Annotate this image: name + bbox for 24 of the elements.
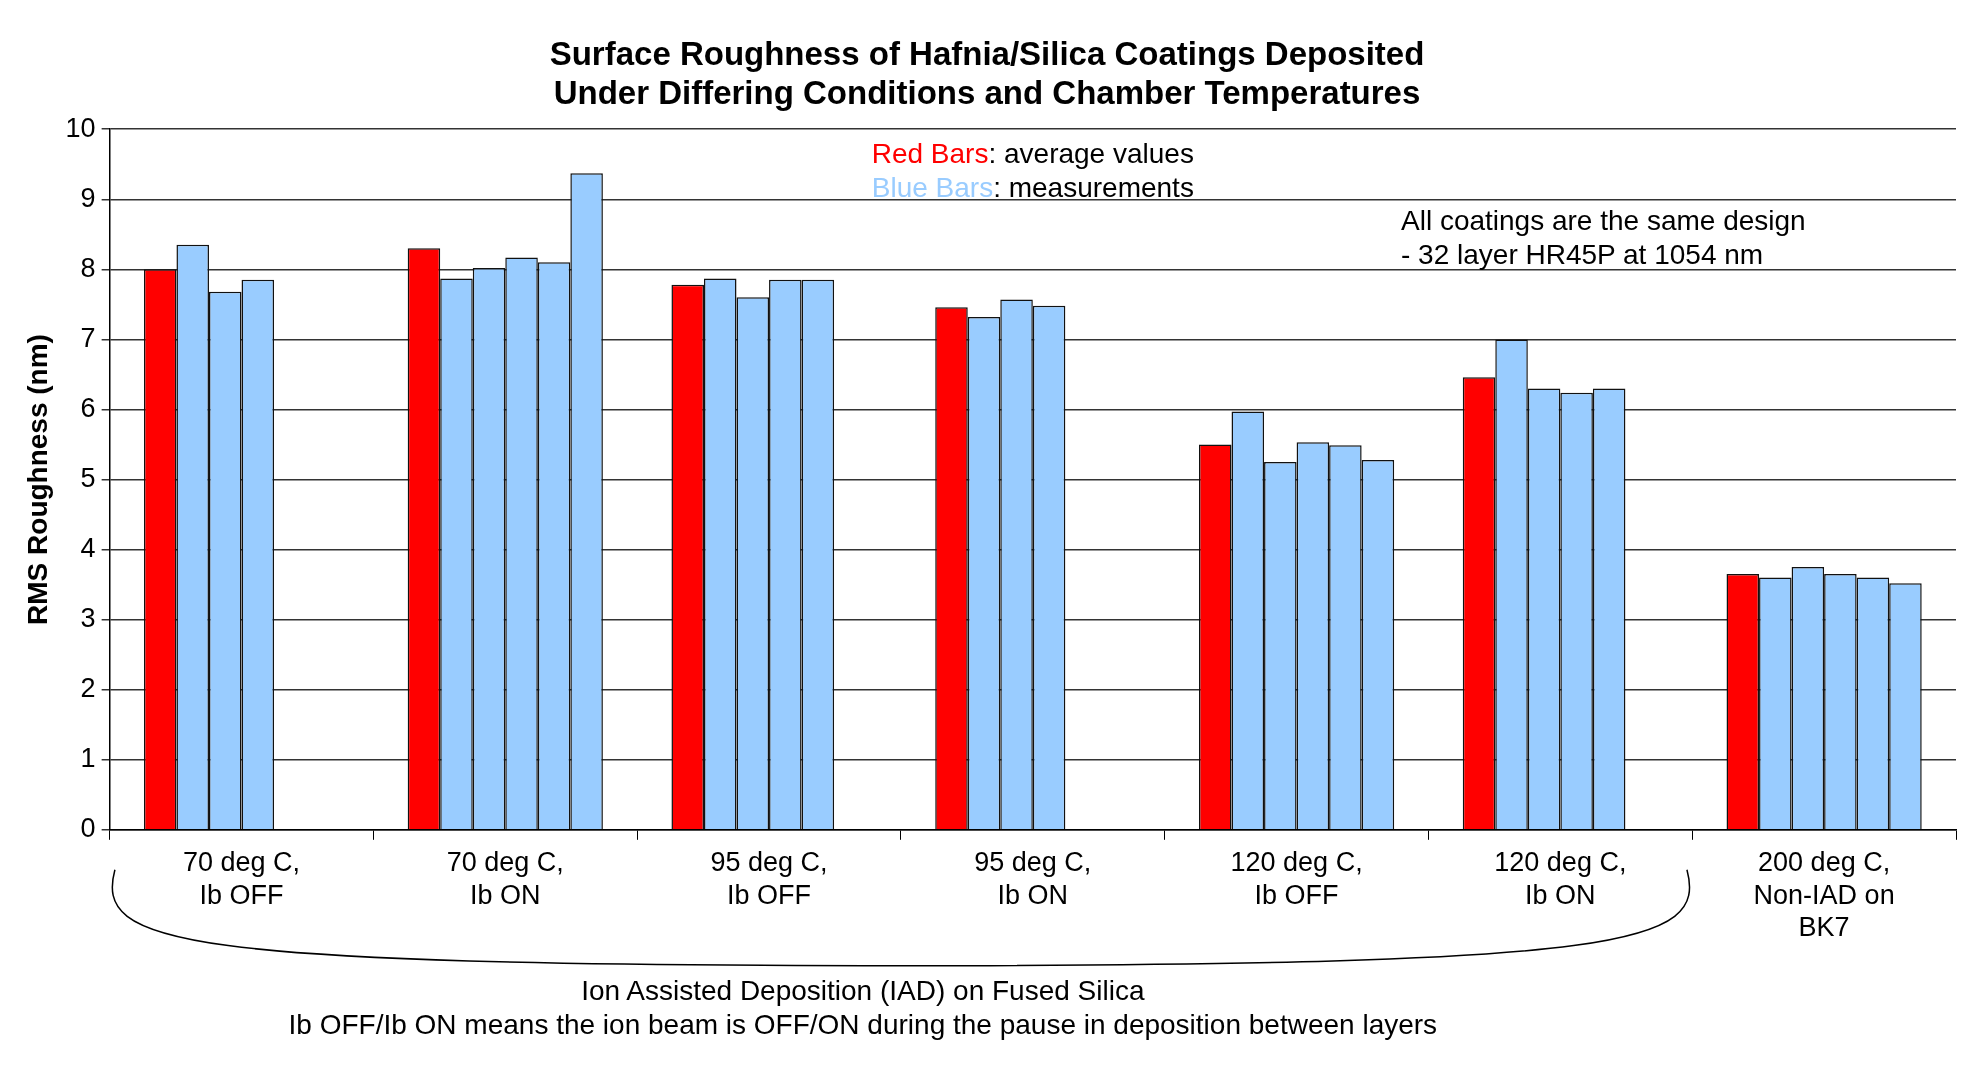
y-tick-label: 8 bbox=[80, 252, 96, 283]
text: Red Bars: average values bbox=[871, 138, 1194, 170]
x-tick-label: 70 deg C, Ib ON bbox=[446, 847, 564, 910]
y-tick-label: 0 bbox=[80, 813, 96, 844]
y-tick-label: 2 bbox=[80, 673, 96, 704]
text: Blue Bars: measurements bbox=[871, 172, 1194, 204]
annotation: All coatings are the same design - 32 layer HR45P at 1054 nm bbox=[1401, 204, 1806, 270]
x-tick-label: 120 deg C, Ib ON bbox=[1494, 847, 1627, 910]
y-tick-label: 9 bbox=[80, 182, 96, 213]
x-tick-label: 95 deg C, Ib ON bbox=[974, 847, 1092, 910]
x-tick-label: 120 deg C, Ib OFF bbox=[1230, 847, 1363, 910]
y-tick-label: 3 bbox=[80, 603, 96, 634]
y-tick-label: 4 bbox=[80, 533, 96, 564]
x-tick-label: 95 deg C, Ib OFF bbox=[710, 847, 828, 910]
y-tick-label: 7 bbox=[80, 322, 96, 353]
y-tick-label: 5 bbox=[80, 462, 96, 493]
text: Ion Assisted Deposition (IAD) on Fused Silica Ib OFF/Ib ON means the ion beam is OFF/ON during the pause in deposition between layers bbox=[288, 974, 1438, 1040]
chart-title: Surface Roughness of Hafnia/Silica Coatings Deposited Under Differing Conditions and Chamber Temperatures bbox=[549, 34, 1425, 112]
x-tick-label: 70 deg C, Ib OFF bbox=[182, 847, 301, 910]
y-tick-label: 10 bbox=[65, 112, 96, 143]
y-tick-label: 6 bbox=[80, 392, 96, 423]
y-tick-label: 1 bbox=[80, 743, 96, 774]
x-tick-label: 200 deg C, Non-IAD on BK7 bbox=[1753, 847, 1895, 943]
y-axis-title: RMS Roughness (nm) bbox=[21, 334, 53, 625]
